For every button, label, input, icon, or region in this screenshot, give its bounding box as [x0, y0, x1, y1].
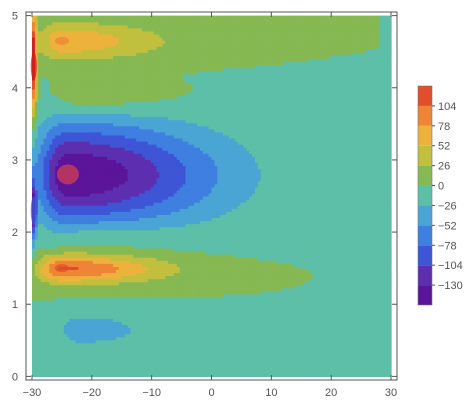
- x-tick-label: 0: [208, 387, 214, 399]
- extremum-marker-2: [54, 36, 69, 45]
- legend-swatch: [418, 165, 432, 186]
- extremum-marker-3: [72, 325, 87, 334]
- extremum-marker-1: [54, 264, 69, 273]
- legend-label: 0: [438, 181, 444, 193]
- y-tick-label: 3: [12, 155, 18, 167]
- extremum-marker-4: [30, 52, 37, 81]
- x-tick-label: −20: [82, 387, 101, 399]
- legend-swatch: [418, 86, 432, 106]
- x-tick-label: 20: [325, 387, 337, 399]
- x-axis: −30 −20 −10 0 10 20 30: [23, 12, 397, 399]
- y-tick-label: 4: [12, 83, 18, 95]
- legend-label: 104: [438, 101, 456, 113]
- contour-bands: [30, 15, 392, 377]
- x-tick-label: −10: [142, 387, 161, 399]
- legend-label: −78: [438, 240, 457, 252]
- plot-area: [25, 11, 398, 381]
- legend-frame: [417, 85, 433, 306]
- legend-label: −130: [438, 280, 463, 292]
- x-tick-label: −30: [23, 387, 42, 399]
- legend-swatch: [418, 205, 432, 226]
- legend-swatch: [418, 145, 432, 166]
- color-legend: 104 78 52 26 0 −26 −52 −78 −104 −130: [417, 85, 463, 306]
- y-tick-label: 2: [12, 227, 18, 239]
- legend-swatch: [418, 125, 432, 146]
- legend-label: −52: [438, 220, 457, 232]
- legend-swatch: [418, 225, 432, 246]
- legend-swatch: [418, 285, 432, 305]
- y-axis: 0 1 2 3 4 5: [12, 11, 397, 383]
- legend-swatch: [418, 185, 432, 206]
- legend-label: −26: [438, 200, 457, 212]
- legend-label: −104: [438, 260, 463, 272]
- legend-label: 52: [438, 141, 450, 153]
- x-tick-label: 30: [385, 387, 397, 399]
- x-tick-label: 10: [265, 387, 277, 399]
- extremum-marker-5: [30, 196, 37, 225]
- y-tick-label: 1: [12, 299, 18, 311]
- legend-label: 26: [438, 161, 450, 173]
- legend-swatch: [418, 265, 432, 286]
- legend-swatch: [418, 245, 432, 266]
- legend-label: 78: [438, 121, 450, 133]
- y-tick-label: 0: [12, 371, 18, 383]
- extremum-marker-0: [56, 164, 79, 185]
- y-tick-label: 5: [12, 11, 18, 23]
- legend-swatch: [418, 105, 432, 126]
